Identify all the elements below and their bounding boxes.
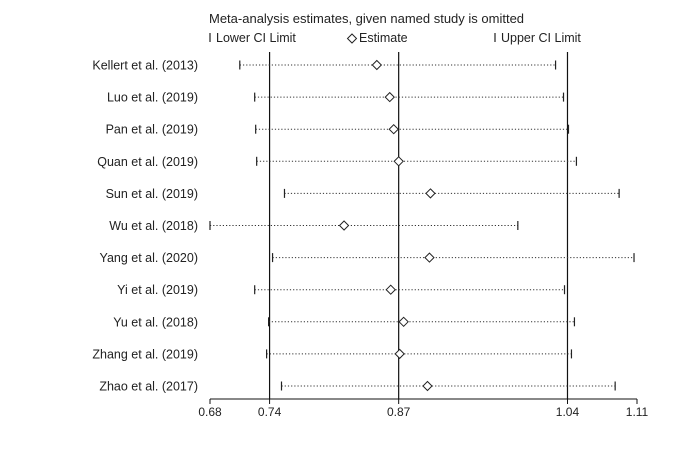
estimate-marker-9 [398,316,409,328]
study-label-10: Zhang et al. (2019) [92,347,198,361]
estimate-marker-11 [422,380,433,392]
estimate-marker-2 [384,91,395,103]
x-tick-label-3: 0.87 [387,405,411,419]
plot-area: 0.68 0.74 0.87 1.04 1.11 Kellert et al. (2013… [92,52,649,419]
estimate-marker-4 [393,156,404,167]
chart-title: Meta-analysis estimates, given named stu… [209,11,524,26]
study-label-3: Pan et al. (2019) [106,123,198,137]
study-label-4: Quan et al. (2019) [97,155,198,169]
estimate-marker-10 [394,348,405,360]
study-label-11: Zhao et al. (2017) [99,380,198,394]
study-label-8: Yi et al. (2019) [117,283,198,297]
study-label-1: Kellert et al. (2013) [92,59,198,73]
study-label-2: Luo et al. (2019) [107,91,198,105]
estimate-marker-1 [371,59,383,71]
study-label-7: Yang et al. (2020) [100,251,198,265]
study-label-9: Yu et al. (2018) [113,315,198,329]
study-label-6: Wu et al. (2018) [109,219,198,233]
legend: Lower CI Limit Estimate Upper CI Limit [209,31,581,45]
estimate-marker-6 [338,220,350,231]
estimate-marker-8 [385,284,396,295]
legend-estimate-marker [346,33,358,44]
x-tick-label-1: 0.68 [198,405,222,419]
legend-upper-label: Upper CI Limit [501,31,581,45]
x-tick-label-5: 1.11 [626,405,649,419]
study-label-5: Sun et al. (2019) [106,187,198,201]
estimate-marker-3 [388,123,399,135]
legend-estimate-label: Estimate [359,31,408,45]
legend-lower-label: Lower CI Limit [216,31,296,45]
estimate-marker-5 [425,188,436,199]
x-tick-label-4: 1.04 [556,405,580,419]
estimate-marker-7 [424,252,435,263]
x-tick-label-2: 0.74 [258,405,282,419]
